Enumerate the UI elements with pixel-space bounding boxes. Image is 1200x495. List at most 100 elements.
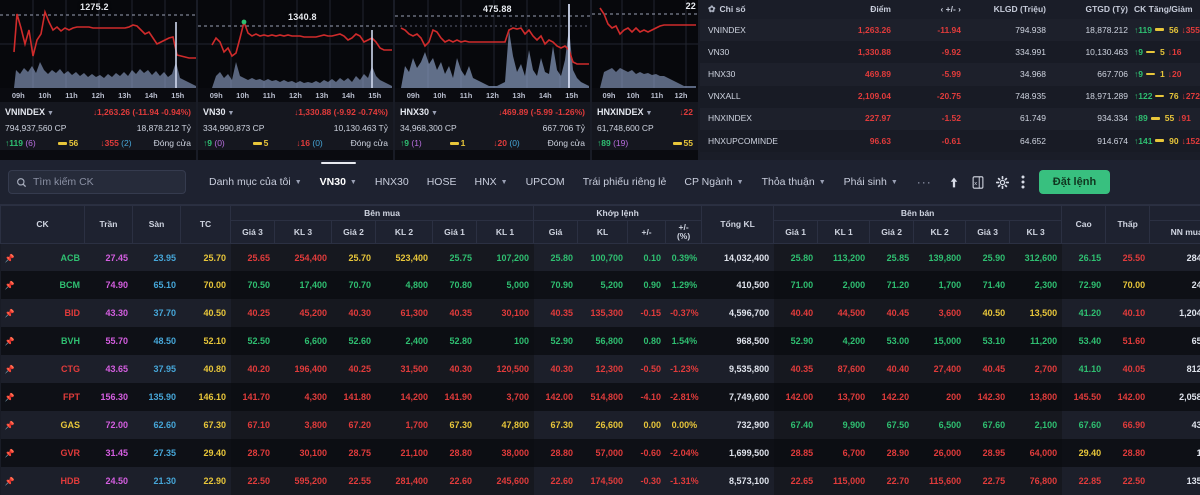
sell-cell[interactable]: 115,600 [913,467,966,495]
buy-cell[interactable]: 4,300 [274,383,332,412]
index-row[interactable]: HNX30 469.89 -5.99 34.968 667.706 ↑9 1 ↓20 [700,63,1200,86]
buy-cell[interactable]: 5,000 [476,271,534,300]
buy-cell[interactable]: 595,200 [274,467,332,495]
sell-cell[interactable]: 2,000 [817,271,870,300]
symbol-cell[interactable]: CTG [18,355,85,384]
buy-cell[interactable]: 2,400 [375,327,433,356]
buy-cell[interactable]: 45,200 [274,299,332,328]
index-row[interactable]: VNXALL 2,109.04 -20.75 748.935 18,971.28… [700,85,1200,108]
sell-cell[interactable]: 1,700 [913,271,966,300]
sell-cell[interactable]: 115,000 [817,467,870,495]
sell-cell[interactable]: 9,900 [817,411,870,440]
sell-cell[interactable]: 2,300 [1009,271,1062,300]
nav-phai-sinh[interactable]: Phái sinh ▼ [835,160,907,205]
th-tong-kl[interactable]: Tổng KL [701,205,775,244]
sell-cell[interactable]: 142.30 [965,383,1010,412]
sell-cell[interactable]: 52.90 [773,327,818,356]
pin-icon[interactable]: 📌 [0,355,19,384]
sell-cell[interactable]: 113,200 [817,243,870,272]
sell-cell[interactable]: 40.45 [965,355,1010,384]
symbol-cell[interactable]: GVR [18,439,85,468]
buy-cell[interactable]: 25.75 [432,243,477,272]
sell-cell[interactable]: 2,100 [1009,411,1062,440]
buy-cell[interactable]: 141.90 [432,383,477,412]
buy-cell[interactable]: 30,100 [476,299,534,328]
sell-cell[interactable]: 71.00 [773,271,818,300]
sell-cell[interactable]: 44,500 [817,299,870,328]
price-board[interactable]: CK Trần Sàn TC Bên mua Khớp lệnh Tổng KL… [0,205,1200,495]
pin-icon[interactable]: 📌 [0,383,19,412]
buy-cell[interactable]: 28.80 [432,439,477,468]
sell-cell[interactable]: 40.50 [965,299,1010,328]
index-row[interactable]: VN30 1,330.88 -9.92 334.991 10,130.463 ↑… [700,41,1200,64]
sell-cell[interactable]: 71.20 [869,271,914,300]
sell-cell[interactable]: 87,600 [817,355,870,384]
buy-cell[interactable]: 3,800 [274,411,332,440]
sell-cell[interactable]: 53.10 [965,327,1010,356]
pin-icon[interactable]: 📌 [0,271,19,300]
th-tran[interactable]: Trần [84,205,133,244]
index-chart-hnxindex[interactable]: 22 09h 10h 11h 12h HNX [592,0,700,160]
sell-cell[interactable]: 40.45 [869,299,914,328]
buy-cell[interactable]: 1,700 [375,411,433,440]
chevron-down-icon[interactable]: ▼ [47,109,54,117]
nav-overflow-button[interactable]: ··· [916,175,932,189]
th-san[interactable]: Sàn [132,205,181,244]
buy-cell[interactable]: 254,400 [274,243,332,272]
symbol-cell[interactable]: ACB [18,243,85,272]
gear-icon[interactable]: ✿ [708,3,716,14]
th-thap[interactable]: Thấp [1105,205,1151,244]
sell-cell[interactable]: 67.50 [869,411,914,440]
buy-cell[interactable]: 100 [476,327,534,356]
buy-cell[interactable]: 245,600 [476,467,534,495]
sell-cell[interactable]: 15,000 [913,327,966,356]
sell-cell[interactable]: 312,600 [1009,243,1062,272]
nav-hnx[interactable]: HNX ▼ [465,160,516,205]
nav-thoa-thuan[interactable]: Thỏa thuận ▼ [753,160,835,205]
buy-cell[interactable]: 31,500 [375,355,433,384]
sell-cell[interactable]: 6,500 [913,411,966,440]
table-row[interactable]: 📌 FPT 156.30 135.90 146.10 141.70 4,300 141.80 1… [0,383,1200,412]
buy-cell[interactable]: 28.70 [230,439,275,468]
sell-cell[interactable]: 53.00 [869,327,914,356]
pin-icon[interactable]: 📌 [0,327,19,356]
buy-cell[interactable]: 30,100 [274,439,332,468]
sell-cell[interactable]: 28.95 [965,439,1010,468]
sell-cell[interactable]: 25.80 [773,243,818,272]
buy-cell[interactable]: 4,800 [375,271,433,300]
buy-cell[interactable]: 70.70 [331,271,376,300]
sell-cell[interactable]: 28.90 [869,439,914,468]
sell-cell[interactable]: 22.65 [773,467,818,495]
sell-cell[interactable]: 25.85 [869,243,914,272]
buy-cell[interactable]: 52.80 [432,327,477,356]
sell-cell[interactable]: 26,000 [913,439,966,468]
sell-cell[interactable]: 76,800 [1009,467,1062,495]
buy-cell[interactable]: 22.60 [432,467,477,495]
sell-cell[interactable]: 40.40 [869,355,914,384]
search-input[interactable]: Tìm kiếm CK [8,170,186,194]
chevron-down-icon[interactable]: ▼ [431,109,438,117]
nav-hnx30[interactable]: HNX30 [366,160,418,205]
th-ck[interactable]: CK [0,205,85,244]
pin-icon[interactable]: 📌 [0,243,19,272]
sell-cell[interactable]: 22.70 [869,467,914,495]
table-row[interactable]: 📌 CTG 43.65 37.95 40.80 40.20 196,400 40.25 31,5… [0,355,1200,384]
table-row[interactable]: 📌 ACB 27.45 23.95 25.70 25.65 254,400 25.70 523,… [0,243,1200,272]
buy-cell[interactable]: 40.30 [331,299,376,328]
gear-icon[interactable] [995,175,1009,189]
index-chart-vnindex[interactable]: 1275.2 09h 10h 11h [0,0,198,160]
sell-cell[interactable]: 28.85 [773,439,818,468]
sell-cell[interactable]: 64,000 [1009,439,1062,468]
table-row[interactable]: 📌 BID 43.30 37.70 40.50 40.25 45,200 40.30 61,30… [0,299,1200,328]
buy-cell[interactable]: 6,600 [274,327,332,356]
buy-cell[interactable]: 52.50 [230,327,275,356]
pin-icon[interactable]: 📌 [0,411,19,440]
buy-cell[interactable]: 107,200 [476,243,534,272]
sell-cell[interactable]: 22.75 [965,467,1010,495]
sell-cell[interactable]: 142.00 [773,383,818,412]
sell-cell[interactable]: 142.20 [869,383,914,412]
buy-cell[interactable]: 196,400 [274,355,332,384]
table-row[interactable]: 📌 GAS 72.00 62.60 67.30 67.10 3,800 67.20 1,700 6… [0,411,1200,440]
buy-cell[interactable]: 52.60 [331,327,376,356]
buy-cell[interactable]: 40.30 [432,355,477,384]
